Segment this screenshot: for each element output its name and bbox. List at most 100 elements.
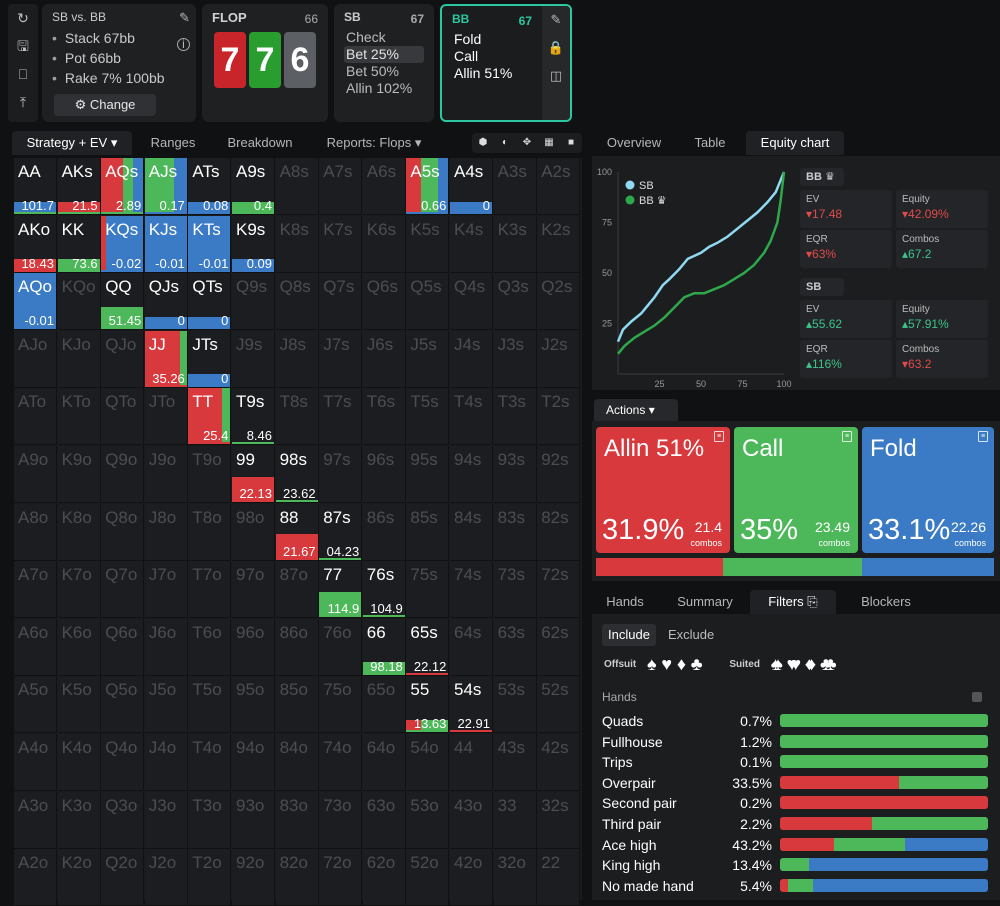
hand-cell-32o[interactable]: 32o <box>493 849 537 906</box>
hand-cell-KQs[interactable]: -0.02 KQs <box>101 215 145 273</box>
hand-cell-Q9o[interactable]: Q9o <box>101 446 145 503</box>
hand-cell-Q7o[interactable]: Q7o <box>101 561 145 619</box>
hand-cell-J5o[interactable]: J5o <box>144 676 188 734</box>
hand-cell-73o[interactable]: 73o <box>319 791 363 849</box>
hand-cell-62o[interactable]: 62o <box>362 849 406 906</box>
bb-action-fold[interactable]: Fold <box>454 31 482 47</box>
hand-category-row[interactable]: No made hand 5.4% <box>602 876 990 896</box>
hand-cell-ATs[interactable]: 0.08 ATs <box>188 158 232 215</box>
align-icon[interactable]: ⤒ <box>19 94 27 110</box>
hand-cell-T7o[interactable]: T7o <box>188 561 232 619</box>
sb-action-allin[interactable]: Allin 102% <box>346 80 413 96</box>
hand-cell-72o[interactable]: 72o <box>319 849 363 906</box>
hand-cell-K9s[interactable]: 0.09 K9s <box>232 215 275 273</box>
bb-action-panel[interactable]: BB 67 Fold Call Allin 51% ✎ 🔒 ◫ <box>440 4 572 122</box>
hand-cell-52s[interactable]: 52s <box>537 676 581 734</box>
hand-cell-K7o[interactable]: K7o <box>57 561 101 619</box>
hand-cell-TT[interactable]: 25.4 TT <box>188 388 232 446</box>
hand-cell-84s[interactable]: 84s <box>450 503 493 561</box>
tab-strategy-ev[interactable]: Strategy + EV ▾ <box>12 131 132 155</box>
hand-cell-86o[interactable]: 86o <box>275 618 319 676</box>
lock-icon[interactable]: 🔒 <box>547 40 565 55</box>
hand-cell-96s[interactable]: 96s <box>362 446 406 503</box>
hand-cell-44[interactable]: 44 <box>450 734 493 791</box>
hand-cell-52o[interactable]: 52o <box>406 849 450 906</box>
hand-cell-Q5s[interactable]: Q5s <box>406 273 450 331</box>
hand-cell-32s[interactable]: 32s <box>537 791 581 849</box>
hand-cell-Q3o[interactable]: Q3o <box>101 791 145 849</box>
hand-cell-J7o[interactable]: J7o <box>144 561 188 619</box>
hand-cell-KJs[interactable]: -0.01 KJs <box>144 215 188 273</box>
hand-category-row[interactable]: Ace high 43.2% <box>602 835 990 855</box>
hand-cell-76s[interactable]: 104.9 76s <box>362 561 406 619</box>
hand-cell-65s[interactable]: 22.12 65s <box>406 618 450 676</box>
hand-cell-A5o[interactable]: A5o <box>14 676 57 734</box>
pencil-icon[interactable]: ✎ <box>179 10 190 25</box>
hand-cell-75o[interactable]: 75o <box>319 676 363 734</box>
hand-cell-JJ[interactable]: 35.26 JJ <box>144 330 188 388</box>
hand-cell-94s[interactable]: 94s <box>450 446 493 503</box>
hand-cell-53s[interactable]: 53s <box>493 676 537 734</box>
hand-cell-86s[interactable]: 86s <box>362 503 406 561</box>
hand-category-row[interactable]: Third pair 2.2% <box>602 814 990 834</box>
tab-blockers[interactable]: Blockers <box>861 594 911 609</box>
hand-cell-33[interactable]: 33 <box>493 791 537 849</box>
hand-category-row[interactable]: Overpair 33.5% <box>602 773 990 793</box>
hand-cell-K8s[interactable]: K8s <box>275 215 319 273</box>
hand-cell-T7s[interactable]: T7s <box>319 388 363 446</box>
hand-cell-97s[interactable]: 97s <box>319 446 363 503</box>
hand-cell-AA[interactable]: 101.7 AA <box>14 158 57 215</box>
hand-cell-K3s[interactable]: K3s <box>493 215 537 273</box>
club-club-icon[interactable]: ♣♣ <box>819 654 836 674</box>
hand-cell-J9o[interactable]: J9o <box>144 446 188 503</box>
hand-cell-Q5o[interactable]: Q5o <box>101 676 145 734</box>
hand-cell-KTo[interactable]: KTo <box>57 388 101 446</box>
hand-cell-K3o[interactable]: K3o <box>57 791 101 849</box>
hand-cell-K2o[interactable]: K2o <box>57 849 101 906</box>
hand-cell-A9o[interactable]: A9o <box>14 446 57 503</box>
hand-cell-T6s[interactable]: T6s <box>362 388 406 446</box>
hand-cell-74o[interactable]: 74o <box>319 734 363 791</box>
hand-cell-J4o[interactable]: J4o <box>144 734 188 791</box>
hand-cell-A8s[interactable]: A8s <box>275 158 319 215</box>
flop-panel[interactable]: FLOP 66 7 7 6 <box>202 4 328 122</box>
spade-icon[interactable]: ♠ <box>647 654 657 674</box>
grid-icon[interactable]: ▦ <box>544 137 554 148</box>
hand-cell-22[interactable]: 22 <box>537 849 581 906</box>
note-icon[interactable]: ≡ <box>714 431 724 442</box>
hand-cell-KK[interactable]: 73.6 KK <box>57 215 101 273</box>
hand-cell-54o[interactable]: 54o <box>406 734 450 791</box>
hand-cell-J2s[interactable]: J2s <box>537 330 581 388</box>
hand-cell-Q3s[interactable]: Q3s <box>493 273 537 331</box>
hand-category-row[interactable]: Quads 0.7% <box>602 711 990 731</box>
note-icon[interactable]: ≡ <box>842 431 852 442</box>
hand-cell-54s[interactable]: 22.91 54s <box>450 676 493 734</box>
hand-cell-93o[interactable]: 93o <box>232 791 275 849</box>
hand-category-row[interactable]: King high 13.4% <box>602 855 990 875</box>
hand-cell-75s[interactable]: 75s <box>406 561 450 619</box>
action-fold-box[interactable]: Fold ≡ 33.1% 22.26 combos <box>862 427 994 553</box>
gamepad-icon[interactable]: ⎕ <box>18 66 28 82</box>
hand-cell-QJs[interactable]: 0 QJs <box>144 273 188 331</box>
hand-cell-J5s[interactable]: J5s <box>406 330 450 388</box>
sb-action-check[interactable]: Check <box>346 29 386 45</box>
hand-category-row[interactable]: Trips 0.1% <box>602 752 990 772</box>
hand-cell-76o[interactable]: 76o <box>319 618 363 676</box>
heart-heart-icon[interactable]: ♥♥ <box>786 654 802 674</box>
hand-cell-AKs[interactable]: 21.5 AKs <box>57 158 101 215</box>
hand-cell-K9o[interactable]: K9o <box>57 446 101 503</box>
hand-category-row[interactable]: Fullhouse 1.2% <box>602 732 990 752</box>
hand-cell-A6s[interactable]: A6s <box>362 158 406 215</box>
hand-cell-K6o[interactable]: K6o <box>57 618 101 676</box>
tab-overview[interactable]: Overview <box>606 135 662 150</box>
tab-ranges[interactable]: Ranges <box>150 135 196 150</box>
sb-action-bet50[interactable]: Bet 50% <box>346 63 399 79</box>
hand-cell-J3s[interactable]: J3s <box>493 330 537 388</box>
change-button[interactable]: ⚙ Change <box>54 94 156 116</box>
hand-cell-74s[interactable]: 74s <box>450 561 493 619</box>
square-icon[interactable]: ■ <box>567 137 575 148</box>
action-call-box[interactable]: Call ≡ 35% 23.49 combos <box>734 427 858 553</box>
hand-cell-83s[interactable]: 83s <box>493 503 537 561</box>
hand-cell-87s[interactable]: 04.23 87s <box>319 503 363 561</box>
hand-cell-97o[interactable]: 97o <box>232 561 275 619</box>
